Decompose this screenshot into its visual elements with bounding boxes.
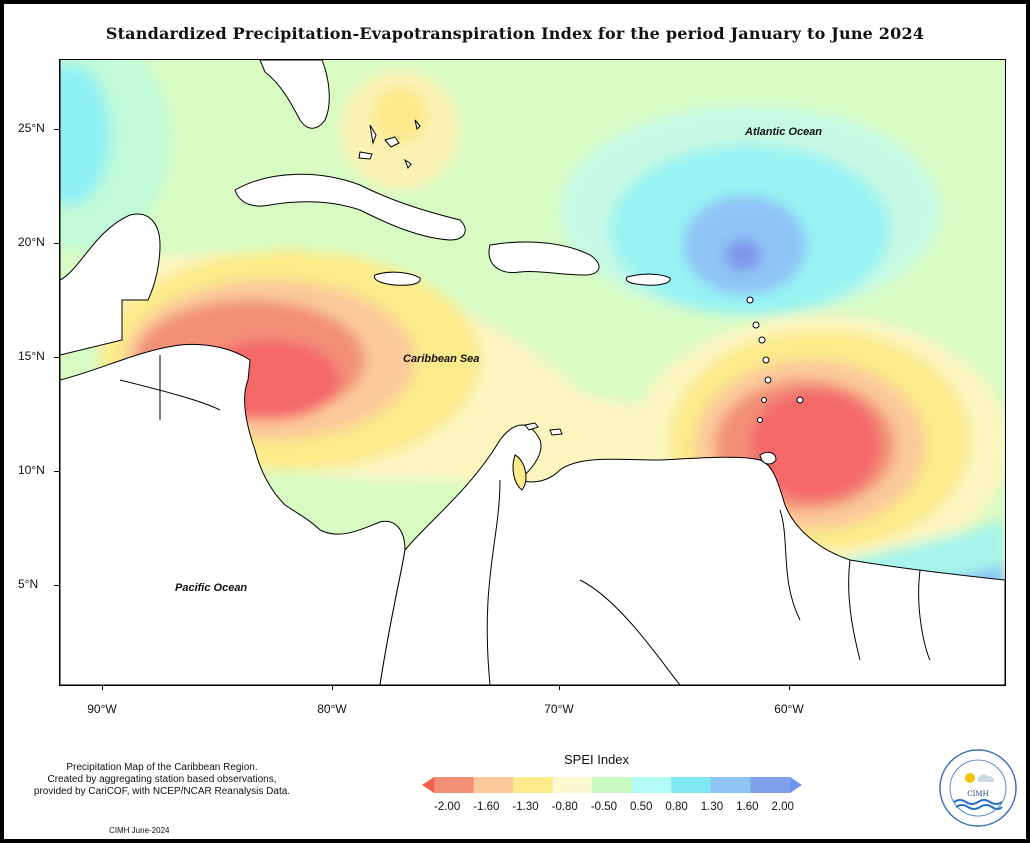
- lon-label-70w: 70°W: [544, 702, 574, 716]
- lon-label-80w: 80°W: [317, 702, 347, 716]
- land-trinidad: [759, 451, 777, 465]
- map-title: Standardized Precipitation-Evapotranspir…: [105, 24, 925, 43]
- zone-e-red: [750, 390, 880, 500]
- land-jamaica: [373, 271, 421, 286]
- lon-label-60w: 60°W: [774, 702, 804, 716]
- legend-swatch: [473, 777, 514, 793]
- lon-tick: [332, 685, 333, 690]
- note-line: Precipitation Map of the Caribbean Regio…: [66, 762, 258, 773]
- land-florida: [259, 60, 330, 129]
- legend-tick: 1.60: [736, 801, 759, 813]
- legend-swatch: [513, 777, 554, 793]
- cimh-logo: CIMH: [939, 749, 1017, 827]
- sun-icon: [965, 773, 975, 783]
- borders: [119, 355, 931, 685]
- land-mexico: [60, 60, 161, 685]
- lake-maracaibo: [512, 454, 527, 491]
- land-puerto-rico: [625, 273, 671, 286]
- legend-swatch: [710, 777, 751, 793]
- spei-map-canvas: [60, 60, 1005, 685]
- legend-swatch: [422, 777, 434, 793]
- lat-tick: [54, 585, 59, 586]
- spei-map: Atlantic Ocean Caribbean Sea Pacific Oce…: [59, 59, 1006, 686]
- land-cuba: [234, 173, 466, 241]
- label-caribbean-sea: Caribbean Sea: [403, 353, 480, 365]
- credit-text: CIMH June-2024: [109, 826, 170, 835]
- legend-tick: -0.80: [551, 801, 578, 813]
- lat-label-25n: 25°N: [18, 121, 45, 135]
- legend-swatch: [434, 777, 475, 793]
- legend-swatch: [552, 777, 593, 793]
- legend-tick: 0.80: [665, 801, 688, 813]
- legend-swatch: [592, 777, 633, 793]
- legend-tick: -0.50: [590, 801, 618, 813]
- zone-nw-cyan: [60, 65, 110, 205]
- lat-tick: [54, 243, 59, 244]
- legend-tick: 1.30: [700, 801, 724, 813]
- lat-label-15n: 15°N: [18, 349, 45, 363]
- legend-colorbar: [422, 777, 802, 793]
- lat-label-10n: 10°N: [18, 463, 45, 477]
- zone-atl-core: [725, 239, 761, 271]
- logo-text: CIMH: [967, 790, 988, 798]
- lat-tick: [54, 471, 59, 472]
- lon-tick: [789, 685, 790, 690]
- map-sheet: Standardized Precipitation-Evapotranspir…: [4, 4, 1026, 839]
- lon-label-90w: 90°W: [87, 702, 117, 716]
- legend-swatch: [671, 777, 712, 793]
- legend-swatch: [790, 777, 802, 793]
- cloud-icon: [978, 774, 994, 782]
- lat-tick: [54, 129, 59, 130]
- legend-tick: -2.00: [434, 801, 461, 813]
- lon-tick: [559, 685, 560, 690]
- legend-swatch: [631, 777, 672, 793]
- label-atlantic-ocean: Atlantic Ocean: [745, 126, 823, 138]
- note-line: provided by CariCOF, with NCEP/NCAR Rean…: [33, 786, 291, 797]
- map-description: Precipitation Map of the Caribbean Regio…: [12, 762, 312, 798]
- legend-tick: 0.50: [630, 801, 653, 813]
- lat-tick: [54, 357, 59, 358]
- note-line: Created by aggregating station based obs…: [47, 774, 277, 785]
- lat-label-5n: 5°N: [18, 577, 39, 591]
- zone-bahamas-core: [372, 87, 428, 143]
- label-pacific-ocean: Pacific Ocean: [175, 582, 248, 594]
- land: [60, 60, 1005, 685]
- legend-tick: -1.60: [473, 801, 500, 813]
- lon-tick: [102, 685, 103, 690]
- legend-tick: 2.00: [771, 801, 794, 813]
- legend-swatch: [750, 777, 791, 793]
- legend-tick-labels: -2.00 -1.60 -1.30 -0.80 -0.50 0.50 0.80 …: [434, 801, 794, 813]
- land-lesser-antilles: [746, 296, 804, 423]
- land-abc-islands: [524, 422, 563, 436]
- land-hispaniola: [488, 241, 600, 276]
- legend-tick: -1.30: [512, 801, 539, 813]
- land-bahamas: [358, 119, 421, 170]
- legend-title: SPEI Index: [564, 752, 630, 767]
- lat-label-20n: 20°N: [18, 235, 45, 249]
